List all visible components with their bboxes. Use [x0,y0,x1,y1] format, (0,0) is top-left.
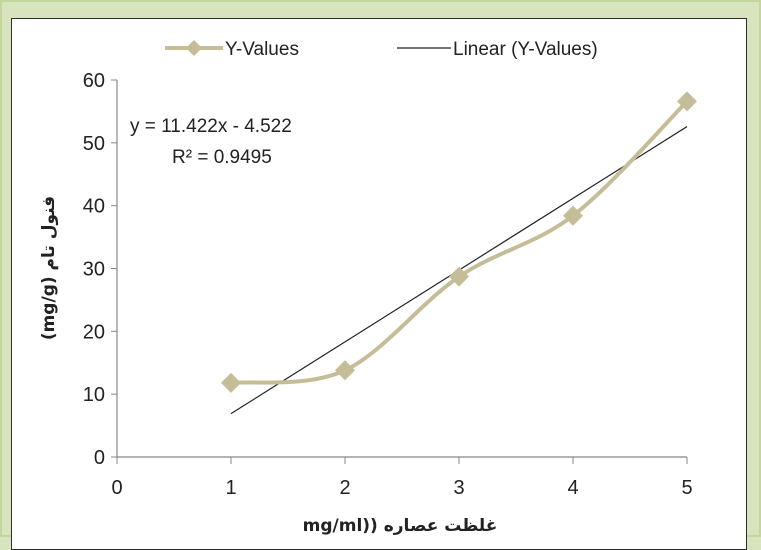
y-tick-label-1: 10 [83,384,105,406]
y-tick-label-4: 40 [83,196,105,218]
legend-yvalues-marker [186,40,202,56]
y-axis-title: (mg/g) فنول تام [39,196,59,340]
data-point-2 [335,360,355,381]
series-yvalues-line [230,99,689,385]
series-group [221,91,697,393]
data-point-3 [449,266,469,287]
y-tick-label-3: 30 [83,259,105,281]
chart-area [11,18,747,550]
data-point-1 [221,372,241,393]
y-tick-label-2: 20 [83,321,105,343]
chart-svg: Y-Values Linear (Y-Values) 0 1 2 3 4 50102030… [39,39,697,536]
x-tick-label-3: 3 [453,477,464,499]
data-point-4 [563,205,583,226]
x-axis-title: mg/ml)) غلظت عصاره [303,516,498,536]
trendline-equation: y = 11.422x - 4.522 [130,116,292,137]
y-tick-label-5: 50 [83,133,105,155]
x-tick-label-0: 0 [111,477,122,499]
y-tick-label-6: 60 [83,70,105,92]
legend-yvalues-label: Y-Values [225,39,299,60]
trendline-r-squared: R² = 0.9495 [172,147,272,168]
x-tick-label-4: 4 [567,477,578,499]
legend: Y-Values Linear (Y-Values) [165,39,598,60]
legend-linear-label: Linear (Y-Values) [453,39,598,60]
x-tick-label-5: 5 [681,477,692,499]
x-tick-label-1: 1 [225,477,236,499]
y-tick-label-0: 0 [94,447,105,469]
data-point-5 [677,91,697,112]
x-tick-label-2: 2 [339,477,350,499]
